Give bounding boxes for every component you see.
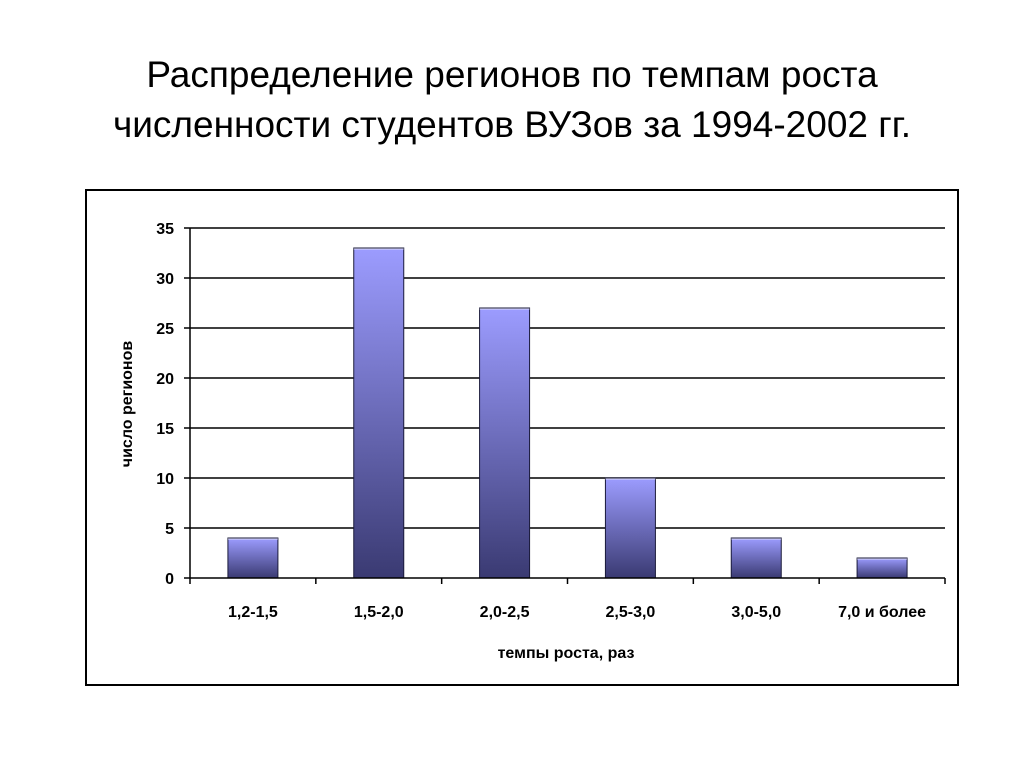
y-tick-label: 30 (156, 271, 174, 288)
y-tick-label: 20 (156, 371, 174, 388)
tick-labels: 0 5 10 15 20 25 30 35 1,2-1,5 1,5-2,0 2,0-2,5 2,5-3… (156, 221, 926, 621)
gridlines (190, 227, 945, 529)
bar-0 (227, 537, 279, 579)
x-tick-label: 7,0 и более (838, 604, 926, 621)
bar-1 (353, 247, 405, 579)
bar-3 (604, 477, 656, 579)
slide-title-line-2: численности студентов ВУЗов за 1994-2002… (112, 104, 912, 145)
y-tick-label: 10 (156, 471, 174, 488)
x-tick-label: 1,2-1,5 (228, 604, 278, 621)
x-tick-label: 1,5-2,0 (354, 604, 404, 621)
y-tick-label: 15 (156, 421, 174, 438)
bar-2 (479, 307, 531, 579)
y-axis-title: число регионов (119, 341, 136, 468)
bars (227, 247, 908, 579)
y-tick-label: 25 (156, 321, 174, 338)
slide-title-line-1: Распределение регионов по темпам роста (146, 54, 878, 95)
axes (184, 227, 946, 584)
x-tick-label: 3,0-5,0 (731, 604, 781, 621)
x-axis-title: темпы роста, раз (498, 645, 635, 662)
slide-title: Распределение регионов по темпам роста ч… (0, 50, 1024, 150)
y-tick-label: 0 (165, 571, 174, 588)
bar-5 (856, 557, 908, 579)
x-tick-label: 2,0-2,5 (480, 604, 530, 621)
bar-4 (730, 537, 782, 579)
y-tick-label: 5 (165, 521, 174, 538)
x-tick-label: 2,5-3,0 (606, 604, 656, 621)
y-tick-label: 35 (156, 221, 174, 238)
